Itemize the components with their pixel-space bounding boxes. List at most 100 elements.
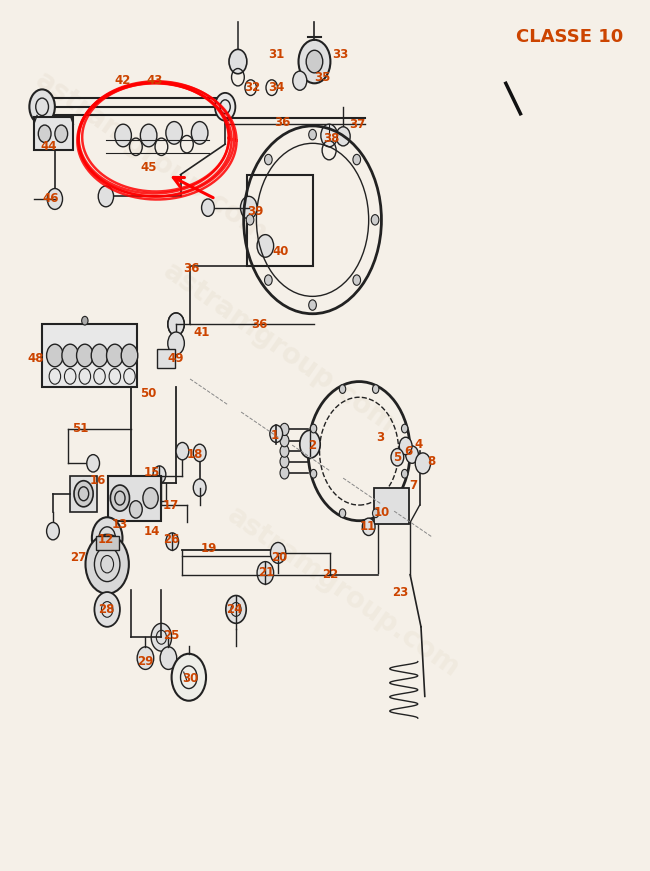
Text: 36: 36 <box>251 318 267 331</box>
Circle shape <box>92 517 122 559</box>
Circle shape <box>151 624 172 652</box>
Text: 37: 37 <box>349 118 365 131</box>
Circle shape <box>160 647 177 670</box>
Circle shape <box>129 501 142 518</box>
Text: 13: 13 <box>112 517 128 530</box>
Circle shape <box>246 214 254 225</box>
Circle shape <box>336 127 350 146</box>
Circle shape <box>193 444 206 462</box>
Circle shape <box>62 344 79 367</box>
Text: 20: 20 <box>271 550 287 564</box>
Text: 30: 30 <box>182 672 198 685</box>
Text: 31: 31 <box>268 48 284 61</box>
Circle shape <box>300 430 320 458</box>
Circle shape <box>38 125 51 143</box>
Text: 2: 2 <box>309 440 317 452</box>
Text: 22: 22 <box>322 568 339 581</box>
Circle shape <box>265 275 272 286</box>
Circle shape <box>321 125 337 147</box>
Bar <box>96 537 119 550</box>
Circle shape <box>168 313 185 335</box>
Text: 51: 51 <box>72 422 88 435</box>
Text: 27: 27 <box>70 550 86 564</box>
Text: 45: 45 <box>140 161 157 174</box>
Circle shape <box>86 455 99 472</box>
Text: 40: 40 <box>272 245 289 258</box>
Circle shape <box>168 332 185 354</box>
Circle shape <box>47 188 62 209</box>
Circle shape <box>399 437 412 455</box>
Bar <box>109 476 161 521</box>
Circle shape <box>166 533 179 550</box>
Circle shape <box>140 125 157 147</box>
Text: 39: 39 <box>247 205 263 218</box>
Text: 29: 29 <box>137 655 153 668</box>
Circle shape <box>143 488 158 509</box>
Circle shape <box>166 122 183 145</box>
Circle shape <box>202 199 214 216</box>
Text: 23: 23 <box>393 585 409 598</box>
Text: 10: 10 <box>373 505 389 518</box>
Text: 46: 46 <box>43 192 59 206</box>
Circle shape <box>270 543 286 564</box>
Text: 28: 28 <box>98 603 114 616</box>
Text: 32: 32 <box>244 81 261 94</box>
Text: 38: 38 <box>324 132 340 145</box>
Circle shape <box>172 654 206 701</box>
Text: 6: 6 <box>404 445 412 457</box>
Text: 17: 17 <box>163 498 179 511</box>
Text: 16: 16 <box>90 474 106 487</box>
Text: 1: 1 <box>270 429 278 442</box>
Text: 43: 43 <box>147 74 163 87</box>
Circle shape <box>55 125 68 143</box>
Bar <box>70 476 97 512</box>
Circle shape <box>215 93 235 121</box>
Text: 36: 36 <box>274 116 291 129</box>
Text: astramgroup.com: astramgroup.com <box>30 66 274 248</box>
Bar <box>248 174 313 266</box>
Circle shape <box>115 125 131 147</box>
Text: 14: 14 <box>144 524 160 537</box>
Circle shape <box>91 344 108 367</box>
Text: 11: 11 <box>359 520 376 533</box>
Circle shape <box>111 485 129 511</box>
Circle shape <box>257 562 274 584</box>
Circle shape <box>257 234 274 257</box>
Circle shape <box>309 130 317 140</box>
Text: 12: 12 <box>98 533 114 546</box>
Circle shape <box>372 385 379 394</box>
Circle shape <box>391 449 404 466</box>
Text: 50: 50 <box>140 388 157 401</box>
Circle shape <box>270 425 283 442</box>
Text: 33: 33 <box>332 48 348 61</box>
Text: 3: 3 <box>376 431 384 443</box>
Circle shape <box>372 509 379 517</box>
Bar <box>34 118 73 151</box>
Text: astramgroup.com: astramgroup.com <box>222 501 465 683</box>
Circle shape <box>292 71 307 91</box>
Text: 35: 35 <box>315 71 331 84</box>
Text: 24: 24 <box>227 603 243 616</box>
Text: 41: 41 <box>194 327 210 340</box>
Circle shape <box>47 344 63 367</box>
Circle shape <box>229 50 247 74</box>
Circle shape <box>82 316 88 325</box>
Circle shape <box>86 535 129 594</box>
Circle shape <box>402 469 408 478</box>
Circle shape <box>191 122 208 145</box>
Circle shape <box>310 469 317 478</box>
Text: 21: 21 <box>259 566 275 579</box>
Circle shape <box>280 456 289 468</box>
Circle shape <box>98 186 114 206</box>
Circle shape <box>298 40 330 84</box>
Bar <box>157 348 175 368</box>
Circle shape <box>47 523 59 540</box>
Circle shape <box>137 647 154 670</box>
Bar <box>374 488 409 524</box>
Circle shape <box>371 214 379 225</box>
Circle shape <box>265 154 272 165</box>
Circle shape <box>107 344 123 367</box>
Circle shape <box>77 344 93 367</box>
Text: 36: 36 <box>183 262 200 275</box>
Circle shape <box>309 300 317 310</box>
